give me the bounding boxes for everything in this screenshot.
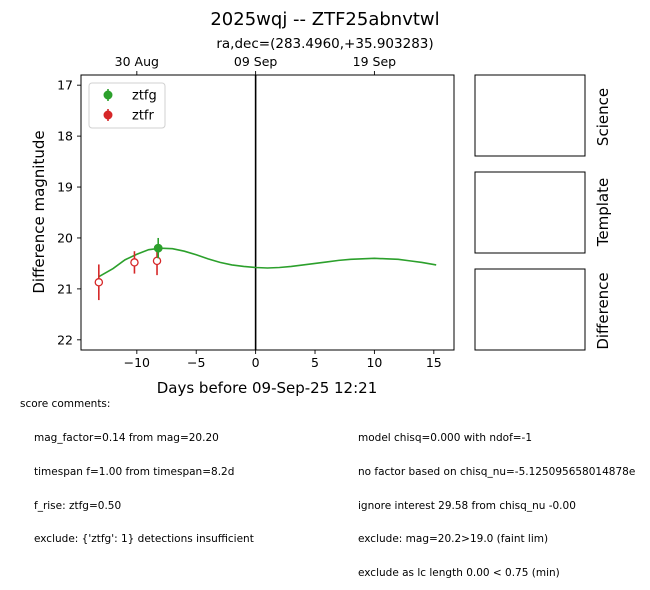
x-tick-label: 5 xyxy=(311,355,319,370)
y-tick-label: 20 xyxy=(57,230,73,245)
y-tick-label: 22 xyxy=(57,332,73,347)
x-tick-label: −10 xyxy=(124,355,150,370)
template-label: Template xyxy=(594,178,612,247)
lightcurve-figure: 2025wqj -- ZTF25abnvtwl ra,dec=(283.4960… xyxy=(30,9,612,397)
comment-line: exclude as lc length 0.00 < 0.75 (min) xyxy=(358,566,560,579)
x-tick-label: 15 xyxy=(426,355,442,370)
x-tick-label: 0 xyxy=(252,355,260,370)
comment-line: timespan f=1.00 from timespan=8.2d xyxy=(34,466,235,479)
x-axis-label: Days before 09-Sep-25 12:21 xyxy=(157,379,378,397)
ztfr-data-point xyxy=(130,258,139,267)
plot-area: −10 −5 0 5 10 15 17 18 19 20 21 22 30 Aug 09 Sep 19 Se… xyxy=(57,54,455,370)
template-image-box xyxy=(474,171,586,254)
score-comments-left: mag_factor=0.14 from mag=20.20 timespan … xyxy=(34,411,254,557)
x-tick-label: −5 xyxy=(187,355,205,370)
stamp-panel-template: Template xyxy=(474,171,612,254)
science-image-box xyxy=(474,74,586,157)
top-tick-label: 30 Aug xyxy=(115,54,159,69)
comment-line: exclude: {'ztfg': 1} detections insuffic… xyxy=(34,533,254,546)
chart-subtitle: ra,dec=(283.4960,+35.903283) xyxy=(216,36,433,52)
chart-title: 2025wqj -- ZTF25abnvtwl xyxy=(210,9,439,30)
comment-line: model chisq=0.000 with ndof=-1 xyxy=(358,432,533,445)
ztfr-data-point xyxy=(94,278,104,287)
ztfg-data-point xyxy=(153,243,163,253)
comment-line: exclude: mag=20.2>19.0 (faint lim) xyxy=(358,533,549,546)
score-comments-header: score comments: xyxy=(20,398,111,410)
comment-line: ignore interest 29.58 from chisq_nu -0.0… xyxy=(358,499,576,512)
ztfr-data-point xyxy=(152,256,162,266)
top-tick-label: 19 Sep xyxy=(353,54,397,69)
legend-label-ztfr: ztfr xyxy=(132,109,154,124)
stamp-panel-science: Science xyxy=(474,74,612,157)
stamp-panel-difference: Difference xyxy=(474,268,612,351)
difference-label: Difference xyxy=(594,272,612,349)
difference-image-box xyxy=(474,268,586,351)
science-label: Science xyxy=(594,88,612,146)
comment-line: f_rise: ztfg=0.50 xyxy=(34,499,122,512)
top-tick-label: 09 Sep xyxy=(234,54,278,69)
legend-marker-ztfg xyxy=(103,90,113,100)
y-tick-label: 17 xyxy=(57,78,73,93)
comment-line: mag_factor=0.14 from mag=20.20 xyxy=(34,432,219,445)
comment-line: no factor based on chisq_nu=-5.125095658… xyxy=(358,466,636,479)
legend-marker-ztfr xyxy=(103,110,113,120)
y-axis-label: Difference magnitude xyxy=(30,130,48,293)
y-tick-label: 18 xyxy=(57,129,73,144)
score-comments-right: model chisq=0.000 with ndof=-1 no factor… xyxy=(358,411,650,590)
y-tick-label: 19 xyxy=(57,180,73,195)
legend-label-ztfg: ztfg xyxy=(132,89,157,104)
y-tick-label: 21 xyxy=(57,281,73,296)
x-tick-label: 10 xyxy=(366,355,382,370)
